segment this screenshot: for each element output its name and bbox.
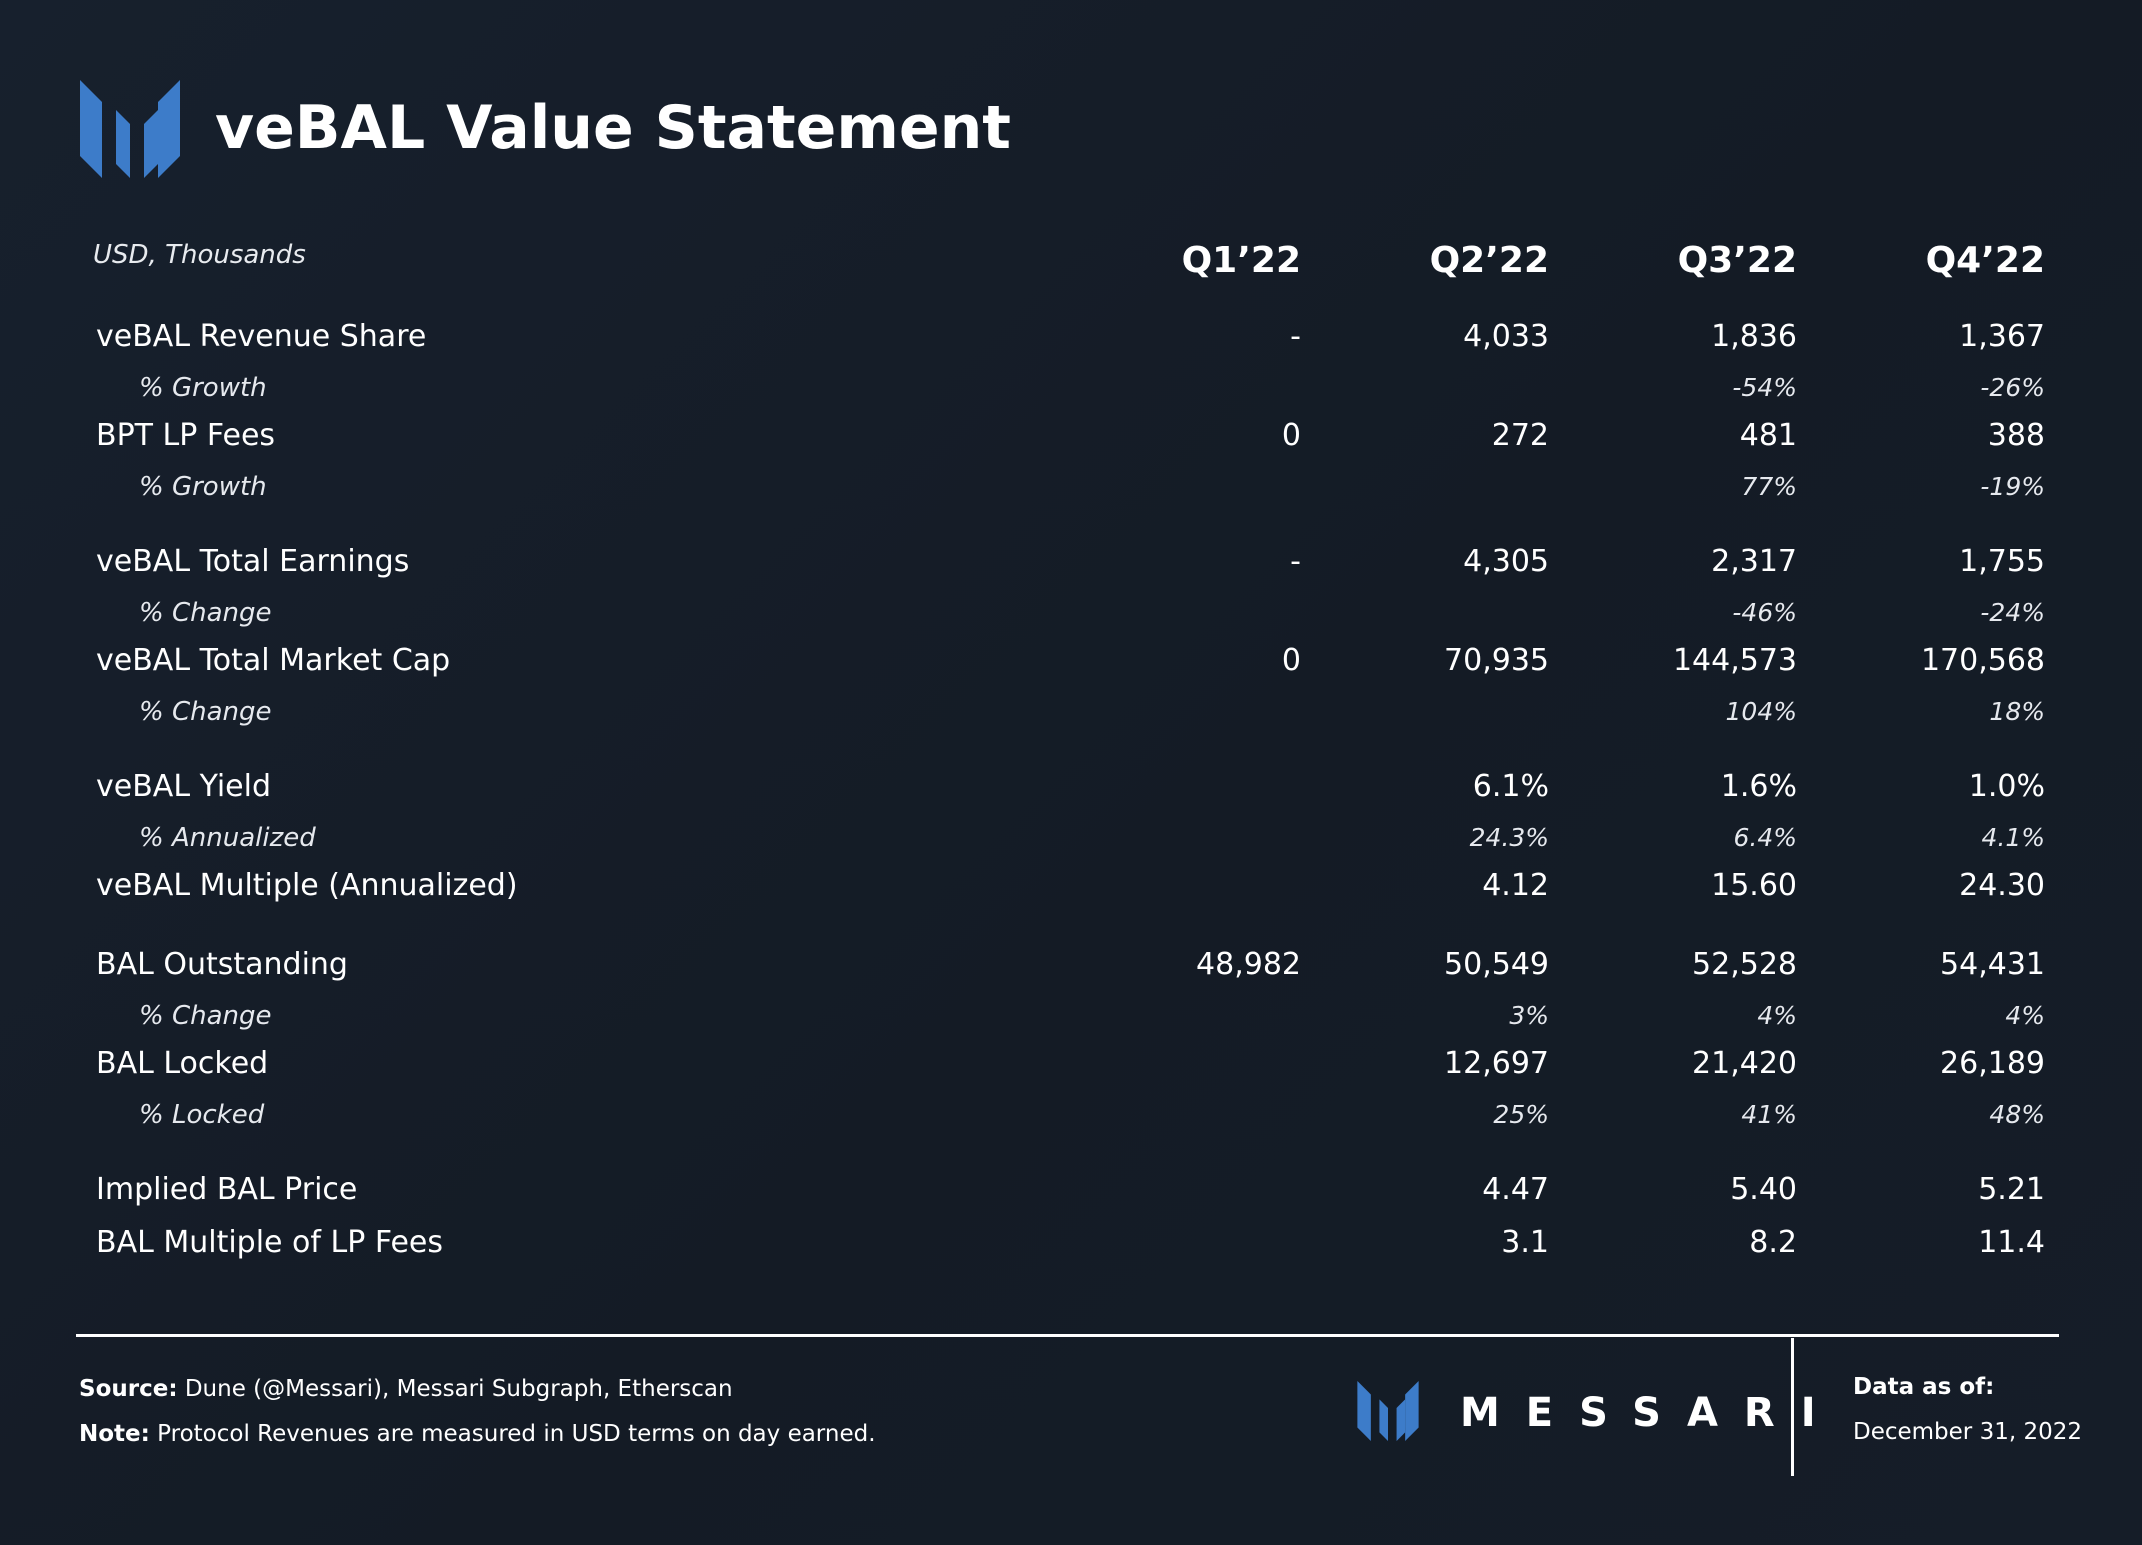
table-cell-q4: 11.4: [1978, 1225, 2045, 1260]
data-as-of-date: December 31, 2022: [1853, 1419, 2083, 1445]
table-cell-q2: 70,935: [1444, 643, 1549, 678]
table-cell-q2: 4.12: [1482, 868, 1549, 903]
table-cell-q4: 48%: [1989, 1100, 2045, 1129]
table-cell-q2: 25%: [1493, 1100, 1549, 1129]
table-cell-q3: -46%: [1732, 598, 1797, 627]
column-header-q1: Q1’22: [1181, 240, 1301, 281]
page-title: veBAL Value Statement: [215, 93, 1011, 163]
table-cell-q2: 12,697: [1444, 1046, 1549, 1081]
table-cell-q3: 4%: [1757, 1001, 1797, 1030]
table-cell-q3: 481: [1739, 418, 1797, 453]
data-as-of-label: Data as of:: [1853, 1374, 1995, 1400]
row-label: BPT LP Fees: [96, 418, 276, 453]
table-cell-q3: 1,836: [1711, 319, 1797, 354]
table-cell-q1: 0: [1281, 643, 1301, 678]
table-cell-q2: 272: [1491, 418, 1549, 453]
table-cell-q4: 18%: [1989, 697, 2045, 726]
table-cell-q2: 4,033: [1463, 319, 1549, 354]
column-header-q3: Q3’22: [1677, 240, 1797, 281]
table-cell-q3: 5.40: [1730, 1172, 1797, 1207]
row-sub-label: % Locked: [139, 1100, 265, 1130]
row-label: BAL Outstanding: [96, 947, 348, 982]
table-cell-q2: 24.3%: [1469, 823, 1549, 852]
table-cell-q3: 41%: [1741, 1100, 1797, 1129]
table-cell-q2: 6.1%: [1472, 769, 1549, 804]
table-cell-q2: 4,305: [1463, 544, 1549, 579]
source-label: Source:: [79, 1376, 178, 1402]
row-sub-label: % Growth: [139, 373, 267, 403]
table-cell-q4: -26%: [1980, 373, 2045, 402]
table-cell-q3: 15.60: [1711, 868, 1797, 903]
source-text: Dune (@Messari), Messari Subgraph, Ether…: [184, 1376, 733, 1402]
column-header-q2: Q2’22: [1429, 240, 1549, 281]
table-cell-q4: 170,568: [1920, 643, 2045, 678]
table-cell-q1: -: [1290, 319, 1301, 354]
table-cell-q4: -24%: [1980, 598, 2045, 627]
messari-logo-icon: [80, 80, 180, 178]
row-label: veBAL Total Market Cap: [96, 643, 451, 678]
table-cell-q4: 5.21: [1978, 1172, 2045, 1207]
footer-vertical-divider: [1791, 1338, 1794, 1476]
table-cell-q1: -: [1290, 544, 1301, 579]
table-cell-q4: 1.0%: [1968, 769, 2045, 804]
row-sub-label: % Annualized: [139, 823, 316, 853]
units-label: USD, Thousands: [93, 240, 306, 270]
row-label: BAL Locked: [96, 1046, 269, 1081]
table-cell-q4: 24.30: [1959, 868, 2045, 903]
table-cell-q3: 52,528: [1692, 947, 1797, 982]
table-cell-q4: 54,431: [1940, 947, 2045, 982]
footer-source: Source: Dune (@Messari), Messari Subgrap…: [79, 1374, 733, 1404]
row-sub-label: % Change: [139, 598, 272, 628]
footer-note: Note: Protocol Revenues are measured in …: [79, 1419, 876, 1449]
table-cell-q3: 144,573: [1672, 643, 1797, 678]
table-cell-q2: 4.47: [1482, 1172, 1549, 1207]
table-cell-q4: 4%: [2005, 1001, 2045, 1030]
messari-footer-logo-icon: [1357, 1381, 1419, 1441]
table-cell-q2: 3%: [1509, 1001, 1549, 1030]
footer-divider: [76, 1334, 2059, 1337]
table-cell-q3: 6.4%: [1733, 823, 1797, 852]
table-cell-q3: 2,317: [1711, 544, 1797, 579]
table-cell-q2: 3.1: [1501, 1225, 1549, 1260]
row-label: veBAL Total Earnings: [96, 544, 410, 579]
row-label: veBAL Multiple (Annualized): [96, 868, 518, 903]
table-cell-q4: 1,755: [1959, 544, 2045, 579]
row-label: veBAL Yield: [96, 769, 271, 804]
row-label: Implied BAL Price: [96, 1172, 358, 1207]
column-header-q4: Q4’22: [1925, 240, 2045, 281]
table-cell-q1: 48,982: [1196, 947, 1301, 982]
table-cell-q4: 26,189: [1940, 1046, 2045, 1081]
row-sub-label: % Change: [139, 1001, 272, 1031]
table-cell-q4: 388: [1987, 418, 2045, 453]
row-label: BAL Multiple of LP Fees: [96, 1225, 444, 1260]
table-cell-q1: 0: [1281, 418, 1301, 453]
table-cell-q3: 77%: [1741, 472, 1797, 501]
table-cell-q3: 104%: [1725, 697, 1797, 726]
row-sub-label: % Change: [139, 697, 272, 727]
table-cell-q3: 1.6%: [1720, 769, 1797, 804]
table-cell-q4: 4.1%: [1981, 823, 2045, 852]
messari-wordmark: MESSARI: [1460, 1390, 1842, 1436]
note-label: Note:: [79, 1421, 150, 1447]
table-cell-q4: 1,367: [1959, 319, 2045, 354]
table-cell-q3: -54%: [1732, 373, 1797, 402]
table-cell-q3: 8.2: [1749, 1225, 1797, 1260]
table-cell-q3: 21,420: [1692, 1046, 1797, 1081]
note-text: Protocol Revenues are measured in USD te…: [157, 1421, 876, 1447]
table-cell-q4: -19%: [1980, 472, 2045, 501]
row-sub-label: % Growth: [139, 472, 267, 502]
row-label: veBAL Revenue Share: [96, 319, 427, 354]
table-cell-q2: 50,549: [1444, 947, 1549, 982]
